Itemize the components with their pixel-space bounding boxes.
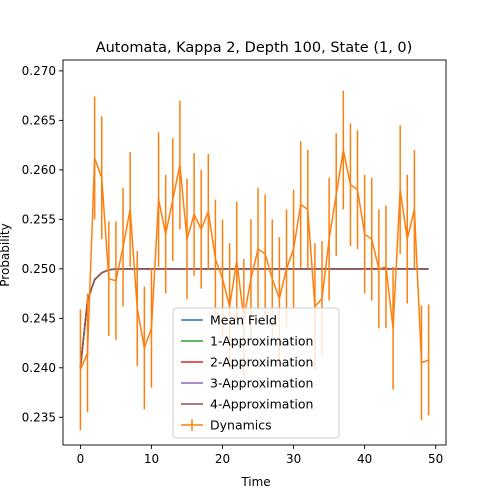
y-axis-label: Probability (0, 223, 12, 286)
legend-label-5: Dynamics (210, 418, 272, 433)
x-tick-label: 50 (428, 452, 443, 466)
x-tick-label: 10 (144, 452, 159, 466)
y-tick-label: 0.265 (22, 114, 56, 128)
legend-label-4: 4-Approximation (210, 397, 313, 412)
legend-label-3: 3-Approximation (210, 376, 313, 391)
y-tick-label: 0.240 (22, 361, 56, 375)
x-tick-label: 0 (77, 452, 85, 466)
y-tick-label: 0.250 (22, 262, 56, 276)
legend-label-1: 1-Approximation (210, 334, 313, 349)
y-tick-label: 0.235 (22, 410, 56, 424)
x-tick-label: 20 (215, 452, 230, 466)
y-tick-label: 0.270 (22, 64, 56, 78)
y-tick-label: 0.245 (22, 312, 56, 326)
legend-label-2: 2-Approximation (210, 355, 313, 370)
x-tick-label: 40 (357, 452, 372, 466)
x-axis-label: Time (240, 475, 270, 489)
legend-label-0: Mean Field (210, 313, 277, 328)
chart-title: Automata, Kappa 2, Depth 100, State (1, … (96, 40, 413, 56)
y-tick-label: 0.255 (22, 213, 56, 227)
y-tick-label: 0.260 (22, 163, 56, 177)
x-tick-label: 30 (286, 452, 301, 466)
